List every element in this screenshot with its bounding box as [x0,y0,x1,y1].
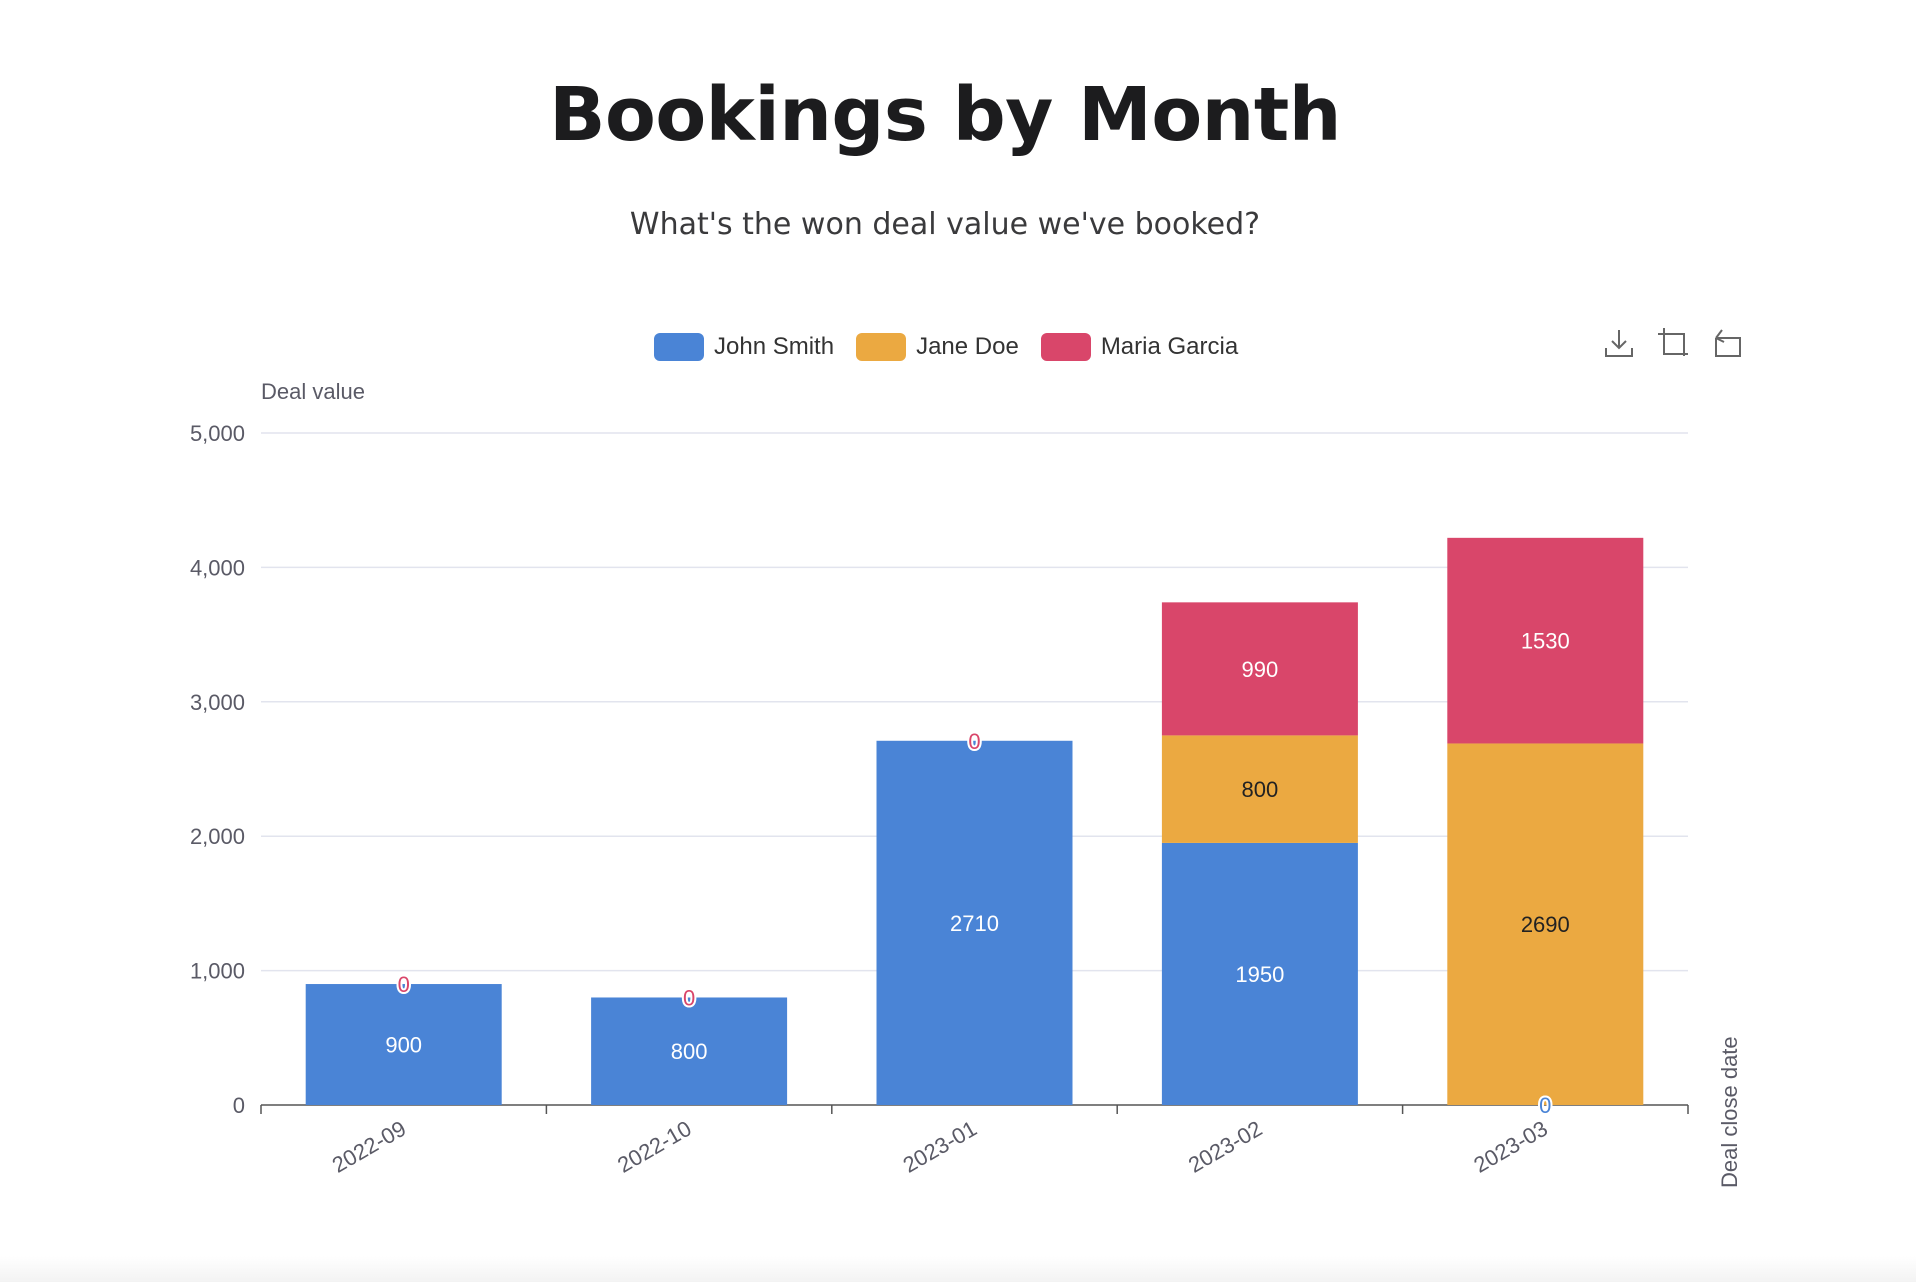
bar-value-label: 900 [385,1033,422,1058]
y-tick-label: 3,000 [190,690,245,715]
x-tick-label: 2022-09 [328,1116,410,1178]
chart-title: Bookings by Month [549,72,1341,158]
zero-value-label: 0 [683,985,695,1010]
bar-segment [1161,735,1358,843]
bar-value-label: 800 [671,1039,708,1064]
y-tick-label: 0 [233,1093,245,1118]
chart-legend: John Smith Jane Doe Maria Garcia [654,332,1260,362]
bar-segment [1161,842,1358,1105]
legend-item-jane-doe[interactable]: Jane Doe [856,333,1019,361]
x-tick-label: 2022-10 [613,1116,695,1178]
bar-value-label: 2690 [1521,912,1570,937]
legend-item-john-smith[interactable]: John Smith [654,333,834,361]
bar-segment [1447,537,1644,744]
legend-swatch-john-smith [654,333,704,361]
bar-segment [876,740,1073,1105]
bar-value-label: 1950 [1235,962,1284,987]
legend-label-maria-garcia: Maria Garcia [1100,333,1239,360]
bar-value-label: 1530 [1521,629,1570,654]
bar-segment [305,984,502,1105]
chart-toolbox [1602,326,1744,360]
zoom-select-icon[interactable] [1656,326,1690,360]
y-tick-label: 4,000 [190,555,245,580]
legend-swatch-maria-garcia [1040,333,1091,361]
y-tick-label: 1,000 [190,959,245,984]
bar-segment [591,997,788,1105]
bar-value-label: 990 [1242,657,1279,682]
reset-icon[interactable] [1710,326,1744,360]
legend-item-maria-garcia[interactable]: Maria Garcia [1040,333,1239,361]
bar-value-label: 800 [1242,777,1279,802]
zero-value-label: 0 [1539,1093,1551,1118]
download-icon[interactable] [1602,326,1636,360]
footer-bar [0,1256,1916,1282]
y-tick-label: 2,000 [190,824,245,849]
y-tick-label: 5,000 [190,421,245,446]
x-axis-label: Deal close date [1717,1036,1742,1188]
zero-value-label: 0 [398,972,410,997]
x-tick-label: 2023-02 [1184,1116,1266,1178]
zero-value-label: 0 [968,729,980,754]
bar-segment [1161,602,1358,736]
legend-swatch-jane-doe [856,333,907,361]
bar-segment [1447,743,1644,1105]
y-axis-label: Deal value [261,379,365,404]
chart-subtitle: What's the won deal value we've booked? [629,207,1261,242]
x-tick-label: 2023-01 [899,1116,981,1178]
legend-label-jane-doe: Jane Doe [916,333,1019,360]
x-tick-label: 2023-03 [1469,1116,1551,1178]
bar-value-label: 2710 [950,911,999,936]
legend-label-john-smith: John Smith [714,333,835,360]
